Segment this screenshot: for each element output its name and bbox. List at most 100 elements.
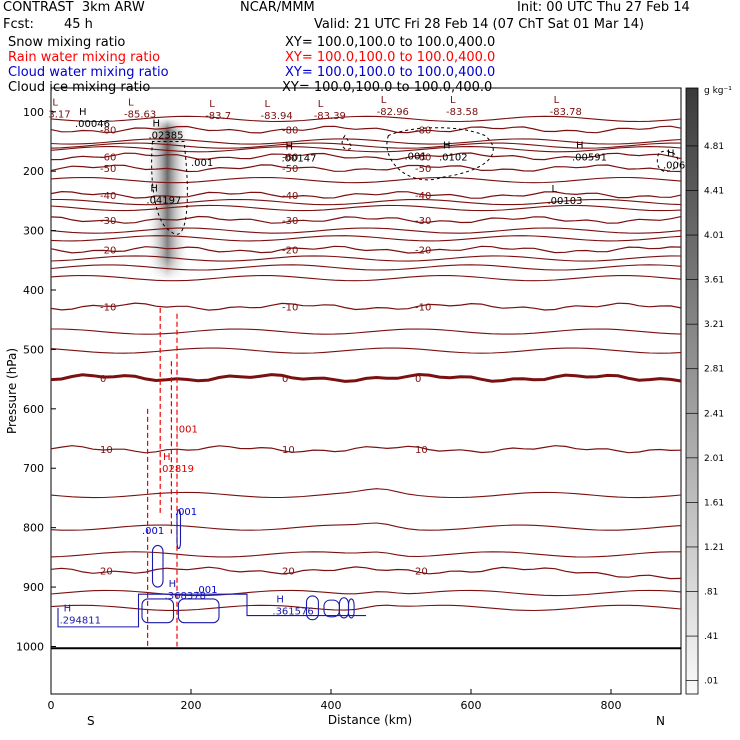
isotherm-label: -50: [282, 164, 298, 175]
colorbar-label: .01: [704, 677, 718, 687]
isotherm-label: -80: [100, 126, 116, 137]
extremum-value: .00147: [282, 153, 317, 164]
field-rain-label: Rain water mixing ratio: [8, 50, 161, 65]
contour-value-label: .001: [405, 151, 427, 162]
extremum-marker: H: [276, 595, 284, 606]
contour-value-label: .001: [195, 585, 217, 596]
isotherm-label: -20: [415, 246, 431, 257]
field-cloud-water-xy: XY= 100.0,100.0 to 100.0,400.0: [285, 65, 496, 80]
extremum-value: .368378: [165, 591, 206, 602]
isotherm-label: -30: [100, 216, 116, 227]
isotherm-label: -10: [415, 303, 431, 314]
cloud-water-contour: [338, 597, 350, 619]
isotherm-label: -50: [100, 164, 116, 175]
isotherm-label: 20: [282, 566, 295, 577]
x-endpoint-left: S: [87, 714, 95, 728]
extremum-marker: L: [381, 95, 387, 106]
extremum-marker: H: [64, 604, 72, 615]
isotherm-line: [50, 227, 682, 234]
isotherm-line: [51, 198, 682, 206]
cloud-water-contour: [323, 599, 340, 618]
isotherm-line: [50, 146, 682, 153]
isotherm-label: 0: [100, 374, 106, 385]
cloud-ice-contours: [151, 127, 679, 235]
y-tick-label: 900: [23, 581, 44, 594]
isotherm-line: [50, 255, 682, 262]
colorbar-label: 1.61: [704, 498, 724, 508]
colorbar-label: .41: [704, 632, 718, 642]
isotherm-line: [50, 115, 682, 123]
colorbar-label: .81: [704, 588, 718, 598]
x-tick-label: 0: [48, 699, 55, 712]
model-title: CONTRAST 3km ARW: [3, 0, 145, 15]
isotherm-line: [50, 347, 682, 354]
extremum-marker: L: [554, 95, 560, 106]
y-tick-label: 400: [23, 284, 44, 297]
isotherm-line: [50, 142, 681, 149]
contour-value-label: .001: [191, 158, 213, 169]
colorbar-label: 2.41: [704, 409, 724, 419]
extremum-marker: H: [576, 141, 584, 152]
field-snow-xy: XY= 100.0,100.0 to 100.0,400.0: [285, 35, 496, 50]
y-tick-label: 1000: [16, 640, 44, 653]
extremum-marker: L: [552, 184, 558, 195]
cloud-water-contour: [177, 598, 220, 624]
extremum-marker: H: [163, 452, 171, 463]
cloud-water-contour: [347, 598, 355, 619]
cloud-ice-contour: [151, 140, 188, 235]
isotherm-label: 0: [415, 374, 421, 385]
forecast-label: Fcst:: [3, 17, 34, 32]
isotherm-line: [50, 522, 682, 531]
isotherm-label: 10: [282, 445, 295, 456]
x-tick-label: 200: [181, 699, 202, 712]
isotherm-label: 10: [415, 445, 428, 456]
isotherm-line: [50, 245, 682, 254]
isotherm-line: [50, 152, 682, 161]
field-rain-xy: XY= 100.0,100.0 to 100.0,400.0: [285, 50, 496, 65]
isotherm-label: -40: [100, 191, 116, 202]
extremum-value: -83.58: [446, 107, 478, 118]
contour-value-label: .001: [176, 425, 198, 436]
contour-value-label: .001: [142, 526, 164, 537]
extremum-marker: H: [667, 148, 675, 159]
init-time: Init: 00 UTC Thu 27 Feb 14: [517, 0, 690, 15]
isotherm-label: -20: [100, 246, 116, 257]
isotherm-label: -30: [282, 216, 298, 227]
isotherm-label: -50: [415, 164, 431, 175]
extremum-marker: L: [450, 95, 456, 106]
isotherm-label: -30: [415, 216, 431, 227]
extremum-marker: H: [286, 141, 294, 152]
x-tick-label: 800: [601, 699, 622, 712]
valid-time: Valid: 21 UTC Fri 28 Feb 14 (07 ChT Sat …: [314, 17, 645, 32]
isotherm-label: -10: [100, 303, 116, 314]
temperature-contours: -80 -80 -80-60 -60 -60-50 -50 -50-40 -40 -40-30-…: [50, 115, 682, 612]
colorbar-label: 4.01: [704, 231, 724, 241]
isotherm-label: 20: [100, 566, 113, 577]
colorbar-label: 4.81: [704, 142, 724, 152]
extrema-labels: L3.17 H.00046L-85.63H.02385L-83.7L-83.94L…: [48, 95, 698, 627]
extremum-value: .00591: [572, 153, 607, 164]
forecast-hours: 45 h: [64, 17, 93, 32]
isotherm-label: -40: [415, 191, 431, 202]
extremum-value: -82.96: [377, 107, 409, 118]
isotherm-line: [50, 274, 682, 282]
colorbar: 4.81 4.41 4.01 3.61 3.21 2.81 2.41 2.01 1.61 1.21…: [685, 86, 732, 695]
isotherm-line: [50, 235, 682, 242]
contour-value-label: .001: [175, 507, 197, 518]
extremum-value: -85.63: [124, 109, 156, 120]
extremum-marker: L: [128, 97, 134, 108]
plot-frame: [50, 87, 682, 695]
extremum-marker: L: [209, 99, 215, 110]
field-snow-label: Snow mixing ratio: [8, 35, 126, 50]
cloud-ice-contour: [656, 150, 679, 172]
isotherm-label: -60: [100, 152, 116, 163]
colorbar-label: 2.81: [704, 365, 724, 375]
y-axis-label: Pressure (hPa): [5, 348, 19, 434]
extremum-marker: H: [79, 107, 87, 118]
extremum-marker: L: [52, 97, 58, 108]
isotherm-line: [50, 372, 682, 383]
extremum-value: .02819: [159, 464, 194, 475]
isotherm-label: 20: [415, 566, 428, 577]
